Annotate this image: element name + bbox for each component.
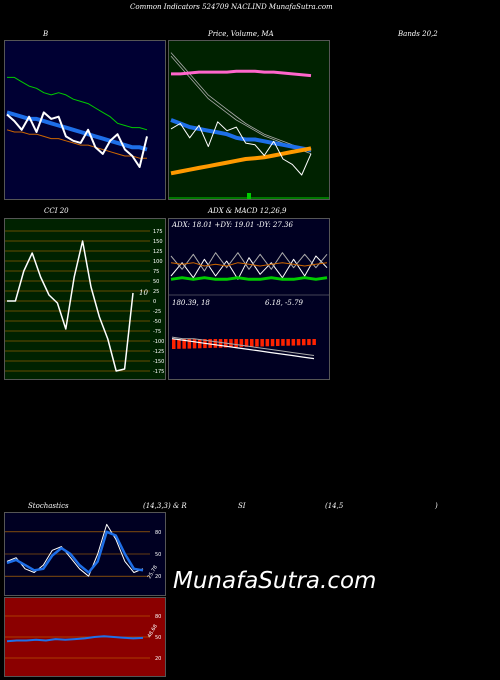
ma-blue-line — [170, 118, 312, 153]
macd-hist-bar-19 — [270, 339, 275, 347]
cci-tick-label-12: -125 — [153, 349, 164, 355]
macd-hist-bar-25 — [302, 339, 306, 346]
macd-values-a: 180.39, 18 — [172, 299, 210, 307]
macd-hist-bar-13 — [239, 339, 244, 348]
cci-line — [7, 240, 134, 372]
macd-hist-bar-18 — [265, 339, 270, 347]
macd-hist-bar-24 — [296, 339, 301, 346]
rsi-close-label: ) — [435, 502, 438, 510]
cci-tick-label-7: 0 — [153, 299, 156, 305]
macd-hist-bar-4 — [192, 339, 197, 349]
macd-line — [171, 338, 315, 360]
price-line — [170, 121, 312, 176]
adx-brown-line — [170, 262, 328, 267]
rsi-tick-label-2: 20 — [155, 656, 161, 662]
stoch-k-line — [6, 523, 144, 577]
adx-green-line — [170, 276, 328, 281]
watermark: MunafaSutra.com — [173, 568, 377, 594]
cci-tick-label-2: 125 — [153, 249, 163, 255]
bb-lower-line — [6, 129, 147, 159]
cci-tick-label-1: 150 — [153, 239, 163, 245]
cci-tick-label-5: 50 — [153, 279, 159, 285]
volume-bar — [247, 193, 251, 199]
macd-hist-bar-15 — [250, 339, 254, 347]
rsi-si-label: SI — [238, 502, 246, 510]
macd-values-b: 6.18, -5.79 — [265, 299, 303, 307]
cci-tick-label-0: 175 — [153, 229, 163, 235]
macd-hist-bar-27 — [312, 339, 316, 345]
rsi-tick-label-1: 50 — [155, 635, 161, 641]
bb-upper-line — [7, 76, 148, 131]
bb-price-line — [6, 111, 148, 168]
cci-tick-label-3: 100 — [153, 259, 163, 265]
rsi-line — [6, 635, 144, 643]
bollinger-panel — [4, 40, 166, 200]
macd-hist-bar-22 — [286, 339, 290, 346]
adx-minus-dy-line — [170, 252, 328, 272]
stochastics-panel: 80 50 20 25.78 — [4, 512, 166, 596]
stoch-tick-label-2: 20 — [155, 574, 161, 580]
cci-tick-label-13: -150 — [153, 359, 164, 365]
bollinger-label-right: Bands 20,2 — [398, 30, 438, 38]
cci-tick-label-10: -75 — [153, 329, 161, 335]
cci-tick-label-6: 25 — [153, 289, 159, 295]
macd-hist-bar-1 — [177, 339, 181, 349]
ma-orange-line — [170, 146, 312, 176]
cci-tick-label-9: -50 — [153, 319, 161, 325]
stoch-tick-label-0: 80 — [155, 530, 161, 536]
cci-tick-label-8: -25 — [153, 309, 161, 315]
cci-panel: 175 150 125 100 75 50 25 0 -25 -50 -75 -100 -125 -150… — [4, 218, 166, 380]
stoch-tick-label-1: 50 — [155, 552, 161, 558]
macd-hist-bar-26 — [307, 339, 311, 346]
macd-hist-bar-9 — [218, 339, 223, 348]
macd-hist-bar-23 — [291, 339, 296, 346]
macd-hist-bar-14 — [244, 339, 249, 347]
bollinger-label: B — [43, 30, 49, 38]
macd-hist-bar-0 — [172, 339, 176, 349]
adx-plus-dy-line — [170, 255, 328, 280]
stoch-params-label: (14,3,3) & R — [143, 502, 187, 510]
macd-hist-bar-16 — [255, 339, 259, 347]
macd-hist-bar-3 — [187, 339, 192, 349]
adx-values: ADX: 18.01 +DY: 19.01 -DY: 27.36 — [172, 221, 293, 229]
macd-hist-bar-12 — [234, 339, 238, 348]
price-ma-panel — [168, 40, 330, 200]
macd-hist-bar-2 — [182, 339, 186, 349]
cci-tick-label-11: -100 — [153, 339, 164, 345]
macd-hist-bar-5 — [198, 339, 202, 349]
adx-macd-label: ADX & MACD 12,26,9 — [208, 207, 287, 215]
page-title: Common Indicators 524709 NACLIND MunafaS… — [130, 3, 333, 11]
ma-line-grey-1 — [170, 52, 312, 153]
rsi-params-label: (14,5 — [325, 502, 344, 510]
macd-signal-line — [171, 336, 315, 356]
cci-tick-label-14: -175 — [153, 369, 164, 375]
macd-hist-bar-8 — [213, 339, 218, 348]
price-ma-label: Price, Volume, MA — [208, 30, 274, 38]
stoch-d-line — [6, 530, 144, 574]
rsi-panel: 80 50 20 48.68 — [4, 597, 166, 677]
cci-value-label: 10 — [139, 289, 148, 297]
macd-hist-bar-11 — [229, 339, 233, 348]
stochastics-label: Stochastics — [28, 502, 69, 510]
cci-label: CCI 20 — [44, 207, 69, 215]
macd-hist-bar-17 — [260, 339, 264, 347]
macd-hist-bar-21 — [281, 339, 285, 346]
rsi-tick-label-0: 80 — [155, 614, 161, 620]
ma-pink-line — [171, 69, 312, 78]
macd-hist-bar-20 — [276, 339, 280, 346]
adx-macd-panel: ADX: 18.01 +DY: 19.01 -DY: 27.36 180.39,… — [168, 218, 330, 380]
cci-tick-label-4: 75 — [153, 269, 159, 275]
